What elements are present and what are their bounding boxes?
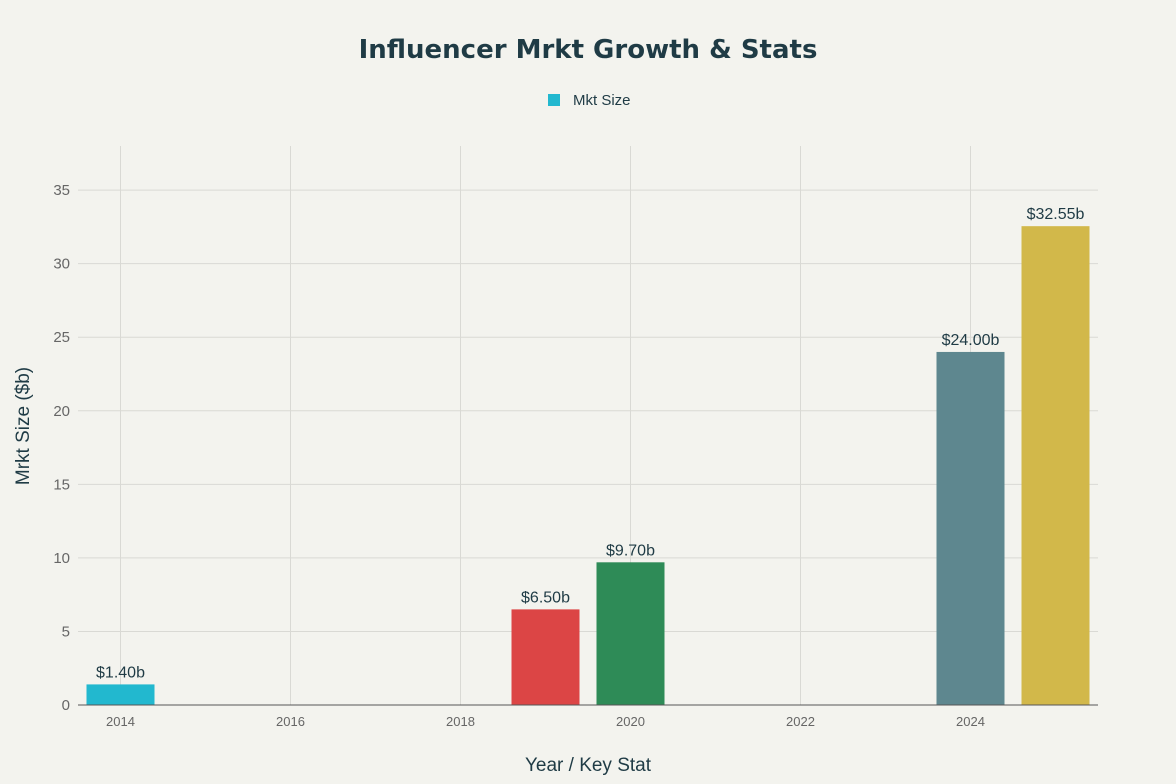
label-layer: $1.40b $6.50b $9.70b $24.00b $32.55b [96, 206, 1084, 681]
x-tick-label: 2024 [956, 714, 985, 729]
bar-layer [86, 226, 1090, 705]
legend-entry-label: Mkt Size [573, 92, 631, 109]
chart-title: Influencer Mrkt Growth & Stats [359, 35, 818, 65]
y-tick-label: 20 [53, 403, 70, 420]
legend-swatch [548, 94, 560, 106]
x-tick-label: 2016 [276, 714, 305, 729]
bar-2025 [1021, 226, 1090, 705]
tick-layer: 2014 2016 2018 2020 2022 2024 0 5 10 15 20 25 30 35 [53, 182, 1098, 729]
data-label-2019: $6.50b [521, 589, 570, 606]
y-tick-label: 10 [53, 550, 70, 567]
bar-2019 [511, 609, 580, 705]
x-axis-label: Year / Key Stat [525, 755, 652, 776]
data-label-2020: $9.70b [606, 542, 655, 559]
y-tick-label: 5 [62, 623, 70, 640]
x-tick-label: 2022 [786, 714, 815, 729]
bar-2014 [86, 684, 155, 705]
data-label-2024: $24.00b [942, 332, 1000, 349]
legend: Mkt Size [548, 92, 631, 109]
y-tick-label: 25 [53, 329, 70, 346]
y-axis-label: Mrkt Size ($b) [13, 367, 34, 485]
x-tick-label: 2014 [106, 714, 135, 729]
y-tick-label: 15 [53, 476, 70, 493]
x-tick-label: 2018 [446, 714, 475, 729]
data-label-2014: $1.40b [96, 664, 145, 681]
data-label-2025: $32.55b [1027, 206, 1085, 223]
bar-2020 [596, 562, 665, 705]
y-tick-label: 0 [62, 697, 70, 714]
bar-2024 [936, 351, 1005, 705]
x-tick-label: 2020 [616, 714, 645, 729]
y-tick-label: 35 [53, 182, 70, 199]
y-tick-label: 30 [53, 256, 70, 273]
